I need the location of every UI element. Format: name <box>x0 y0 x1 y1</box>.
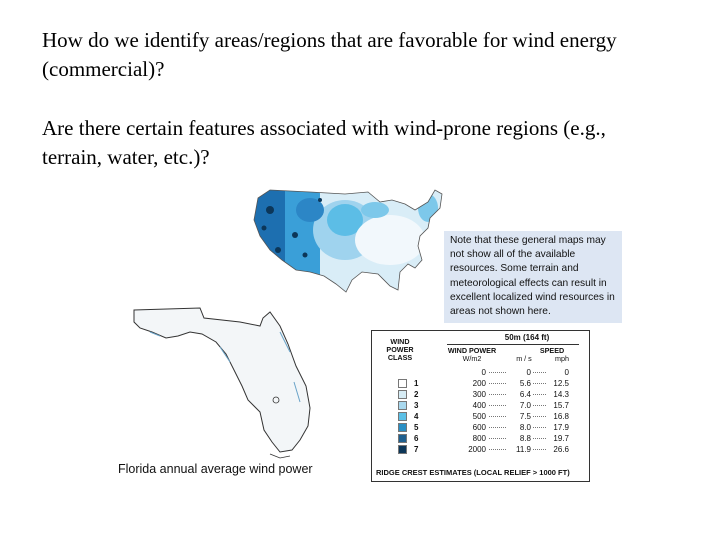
legend-power-header: WIND POWER <box>447 346 497 355</box>
legend-class-header: WIND POWER CLASS <box>386 337 414 362</box>
legend-row: 4 500 7.5 16.8 <box>372 411 589 422</box>
legend-class-value: 3 <box>414 401 419 410</box>
legend-ms-value: 8.0 <box>519 423 531 432</box>
legend-swatch <box>398 401 407 410</box>
legend-power-value: 200 <box>472 379 486 388</box>
legend-row: 6 800 8.8 19.7 <box>372 433 589 444</box>
legend-power-unit: W/m2 <box>462 354 482 363</box>
legend-row: 3 400 7.0 15.7 <box>372 400 589 411</box>
legend-mph-value: 16.8 <box>553 412 569 421</box>
florida-caption: Florida annual average wind power <box>118 462 313 476</box>
legend-power-value: 800 <box>472 434 486 443</box>
legend-mph-value: 14.3 <box>553 390 569 399</box>
legend-ms-value: 5.6 <box>519 379 531 388</box>
legend-row: 5 600 8.0 17.9 <box>372 422 589 433</box>
legend-ms-value: 7.0 <box>519 401 531 410</box>
legend-power-value: 500 <box>472 412 486 421</box>
legend-mph-unit: mph <box>555 354 569 363</box>
legend-footer: RIDGE CREST ESTIMATES (LOCAL RELIEF > 10… <box>376 468 570 477</box>
legend-row: 0 0 0 <box>372 367 589 378</box>
legend-power-value: 0 <box>481 368 486 377</box>
legend-swatch <box>398 434 407 443</box>
legend-mph-value: 15.7 <box>553 401 569 410</box>
florida-wind-map <box>133 307 311 459</box>
legend-ms-value: 6.4 <box>519 390 531 399</box>
legend-mph-value: 0 <box>564 368 569 377</box>
map-note: Note that these general maps may not sho… <box>444 231 622 323</box>
legend-class-value: 2 <box>414 390 419 399</box>
legend-swatch <box>398 445 407 454</box>
legend-ms-value: 8.8 <box>519 434 531 443</box>
legend-swatch <box>398 379 407 388</box>
question-1: How do we identify areas/regions that ar… <box>42 28 617 81</box>
legend-mph-value: 26.6 <box>553 445 569 454</box>
legend-swatch <box>398 390 407 399</box>
legend-mph-value: 12.5 <box>553 379 569 388</box>
legend-ms-value: 7.5 <box>519 412 531 421</box>
legend-row: 2 300 6.4 14.3 <box>372 389 589 400</box>
legend-ms-unit: m / s <box>516 354 532 363</box>
legend-swatch <box>398 423 407 432</box>
legend-power-value: 600 <box>472 423 486 432</box>
legend-power-value: 400 <box>472 401 486 410</box>
legend-row: 7 2000 11.9 26.6 <box>372 444 589 455</box>
legend-class-value: 1 <box>414 379 419 388</box>
us-wind-map <box>253 189 443 293</box>
legend-class-value: 5 <box>414 423 419 432</box>
legend-power-value: 300 <box>472 390 486 399</box>
legend-mph-value: 17.9 <box>553 423 569 432</box>
legend-height-header: 50m (164 ft) <box>504 333 550 342</box>
wind-power-legend: WIND POWER CLASS 50m (164 ft) WIND POWER… <box>371 330 590 482</box>
legend-mph-value: 19.7 <box>553 434 569 443</box>
legend-swatch <box>398 412 407 421</box>
legend-class-value: 7 <box>414 445 419 454</box>
legend-class-value: 4 <box>414 412 419 421</box>
legend-header-rule <box>447 344 579 345</box>
legend-power-value: 2000 <box>468 445 486 454</box>
question-2: Are there certain features associated wi… <box>42 116 606 169</box>
legend-speed-header: SPEED <box>539 346 565 355</box>
legend-class-value: 6 <box>414 434 419 443</box>
legend-row: 1 200 5.6 12.5 <box>372 378 589 389</box>
legend-ms-value: 11.9 <box>516 445 531 454</box>
legend-ms-value: 0 <box>526 368 531 377</box>
